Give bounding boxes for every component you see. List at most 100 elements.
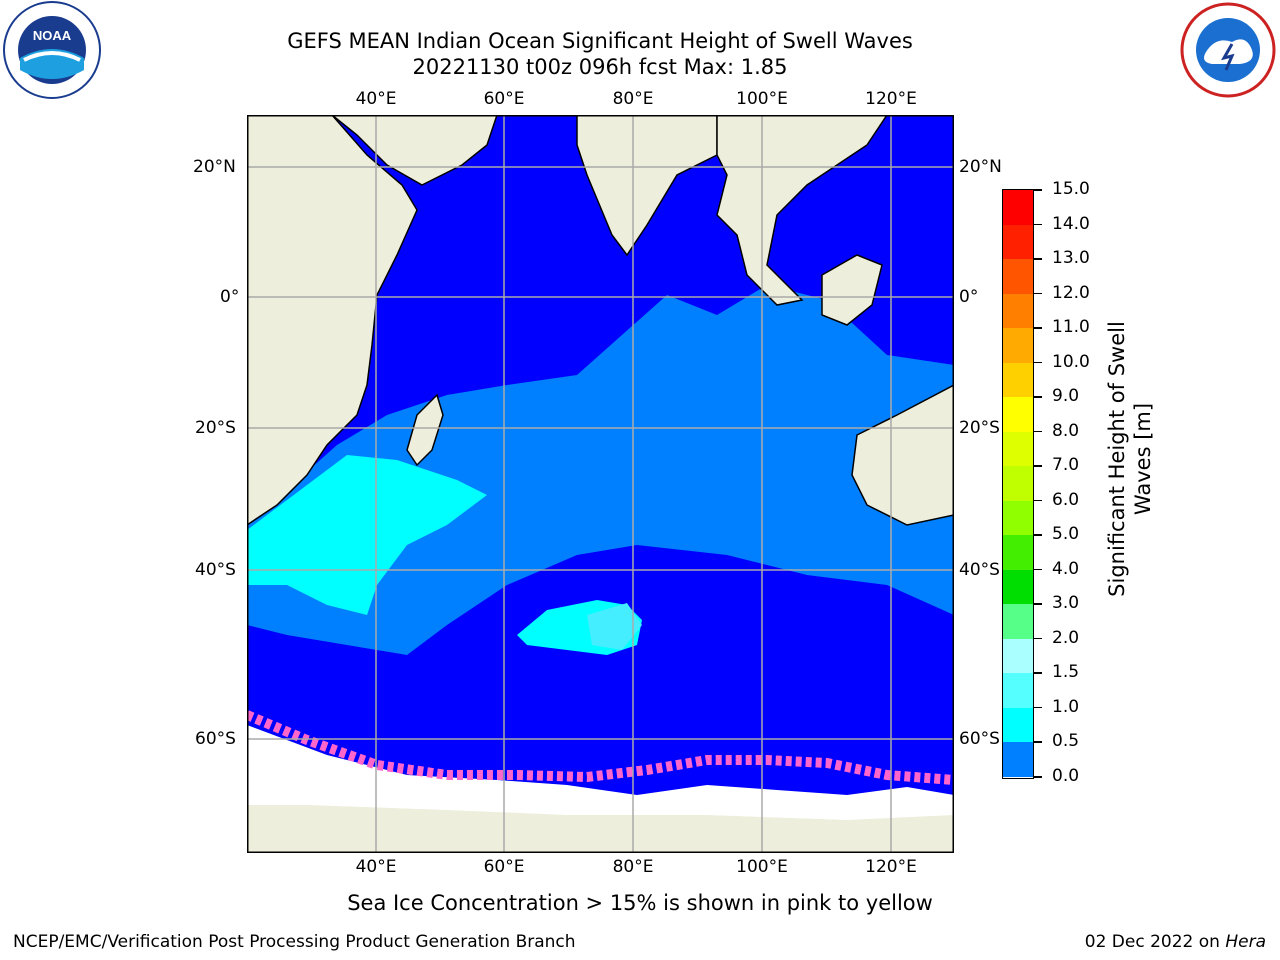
lon-label-bottom-60e: 60°E xyxy=(483,857,525,877)
sea-ice-edge xyxy=(247,710,954,785)
colorbar-tick-mark xyxy=(1034,776,1042,778)
lon-label-top-100e: 100°E xyxy=(736,89,788,109)
colorbar-tick-label: 8.0 xyxy=(1052,420,1080,441)
land-borneo xyxy=(821,254,883,326)
lat-label-left-20s: 20°S xyxy=(195,418,236,438)
colorbar-tick-mark xyxy=(1034,396,1042,398)
map-title: GEFS MEAN Indian Ocean Significant Heigh… xyxy=(287,29,913,53)
noaa-logo: NOAA xyxy=(3,1,101,99)
lat-label-left-20n: 20°N xyxy=(193,157,236,177)
colorbar-title: Significant Height of Swell Waves [m] xyxy=(1104,299,1156,619)
colorbar-tick-mark xyxy=(1034,741,1042,743)
colorbar-segment xyxy=(1003,535,1033,571)
swell-band-0.5-1.0 xyxy=(247,285,954,655)
sea-ice-caption: Sea Ice Concentration > 15% is shown in … xyxy=(347,891,933,915)
colorbar-segment xyxy=(1003,569,1033,605)
colorbar-tick-label: 0.5 xyxy=(1052,731,1080,752)
colorbar-tick-mark xyxy=(1034,603,1042,605)
colorbar-tick-mark xyxy=(1034,706,1042,709)
colorbar-tick-mark xyxy=(1034,637,1042,640)
colorbar-tick-mark xyxy=(1034,292,1042,295)
colorbar-tick-mark xyxy=(1034,672,1042,674)
colorbar-segment xyxy=(1003,707,1033,743)
colorbar-tick-mark xyxy=(1034,430,1042,433)
lon-label-bottom-80e: 80°E xyxy=(612,857,654,877)
map-border xyxy=(247,115,954,853)
colorbar-tick-label: 7.0 xyxy=(1052,455,1080,476)
colorbar-segment xyxy=(1003,397,1033,433)
colorbar-tick-label: 12.0 xyxy=(1052,282,1090,303)
lat-label-left-40s: 40°S xyxy=(195,560,236,580)
colorbar-tick-label: 6.0 xyxy=(1052,489,1080,510)
map-panel xyxy=(247,115,954,853)
colorbar xyxy=(1002,189,1034,779)
swell-band-1.0-1.5 xyxy=(247,455,487,615)
colorbar-tick-label: 14.0 xyxy=(1052,213,1090,234)
lon-label-top-40e: 40°E xyxy=(355,89,397,109)
lon-label-bottom-40e: 40°E xyxy=(355,857,397,877)
colorbar-segment xyxy=(1003,466,1033,502)
colorbar-tick-mark xyxy=(1034,258,1042,260)
colorbar-segment xyxy=(1003,293,1033,329)
lat-label-right-20n: 20°N xyxy=(959,157,1002,177)
colorbar-segment xyxy=(1003,673,1033,709)
colorbar-tick-mark xyxy=(1034,189,1042,191)
colorbar-tick-mark xyxy=(1034,465,1042,467)
colorbar-tick-mark xyxy=(1034,499,1042,502)
lon-label-top-60e: 60°E xyxy=(483,89,525,109)
colorbar-segment xyxy=(1003,224,1033,260)
colorbar-segment xyxy=(1003,500,1033,536)
colorbar-segment xyxy=(1003,362,1033,398)
lat-label-left-0: 0° xyxy=(220,287,240,307)
lon-label-bottom-100e: 100°E xyxy=(736,857,788,877)
lat-label-left-60s: 60°S xyxy=(195,729,236,749)
colorbar-tick-label: 2.0 xyxy=(1052,627,1080,648)
sea-ice-zone xyxy=(247,725,954,820)
colorbar-tick-label: 0.0 xyxy=(1052,766,1080,786)
lat-label-right-40s: 40°S xyxy=(959,560,1000,580)
colorbar-title-line2: Waves [m] xyxy=(1131,402,1155,516)
colorbar-tick-label: 1.0 xyxy=(1052,696,1080,717)
colorbar-segment xyxy=(1003,431,1033,467)
lat-label-right-60s: 60°S xyxy=(959,729,1000,749)
colorbar-tick-label: 1.5 xyxy=(1052,662,1080,683)
footer-host: Hera xyxy=(1225,932,1266,952)
colorbar-ticks xyxy=(1034,189,1044,781)
land-africa xyxy=(247,115,418,526)
colorbar-tick-mark xyxy=(1034,568,1042,571)
footer-date-text: 02 Dec 2022 on xyxy=(1084,932,1226,952)
colorbar-tick-label: 3.0 xyxy=(1052,593,1080,614)
colorbar-segment xyxy=(1003,259,1033,295)
colorbar-tick-mark xyxy=(1034,534,1042,536)
colorbar-tick-label: 5.0 xyxy=(1052,524,1080,545)
colorbar-tick-label: 13.0 xyxy=(1052,248,1090,269)
colorbar-segment xyxy=(1003,604,1033,640)
land-australia xyxy=(851,384,954,526)
colorbar-tick-label: 4.0 xyxy=(1052,558,1080,579)
map-subtitle: 20221130 t00z 096h fcst Max: 1.85 xyxy=(412,55,788,79)
nws-logo xyxy=(1180,2,1276,98)
land-madagascar xyxy=(406,393,444,467)
colorbar-tick-label: 15.0 xyxy=(1052,179,1090,199)
footer-branch: NCEP/EMC/Verification Post Processing Pr… xyxy=(13,932,576,952)
svg-text:NOAA: NOAA xyxy=(33,28,72,43)
lat-label-right-20s: 20°S xyxy=(959,418,1000,438)
colorbar-tick-label: 10.0 xyxy=(1052,351,1090,372)
colorbar-tick-mark xyxy=(1034,361,1042,364)
lat-label-right-0: 0° xyxy=(959,287,979,307)
swell-patch-1.0-1.5 xyxy=(587,603,642,650)
land-se-asia xyxy=(716,115,888,306)
colorbar-tick-label: 9.0 xyxy=(1052,386,1080,407)
lon-label-top-120e: 120°E xyxy=(865,89,917,109)
colorbar-tick-mark xyxy=(1034,223,1042,226)
colorbar-segment xyxy=(1003,190,1033,226)
colorbar-segment xyxy=(1003,638,1033,674)
colorbar-tick-mark xyxy=(1034,327,1042,329)
lon-label-top-80e: 80°E xyxy=(612,89,654,109)
colorbar-title-line1: Significant Height of Swell xyxy=(1105,321,1129,597)
colorbar-segment xyxy=(1003,328,1033,364)
lon-label-bottom-120e: 120°E xyxy=(865,857,917,877)
colorbar-segment xyxy=(1003,742,1033,778)
colorbar-tick-label: 11.0 xyxy=(1052,317,1090,338)
graticule xyxy=(247,115,954,853)
